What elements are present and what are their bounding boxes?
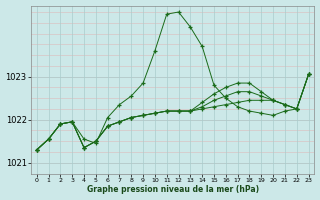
X-axis label: Graphe pression niveau de la mer (hPa): Graphe pression niveau de la mer (hPa) <box>87 185 259 194</box>
